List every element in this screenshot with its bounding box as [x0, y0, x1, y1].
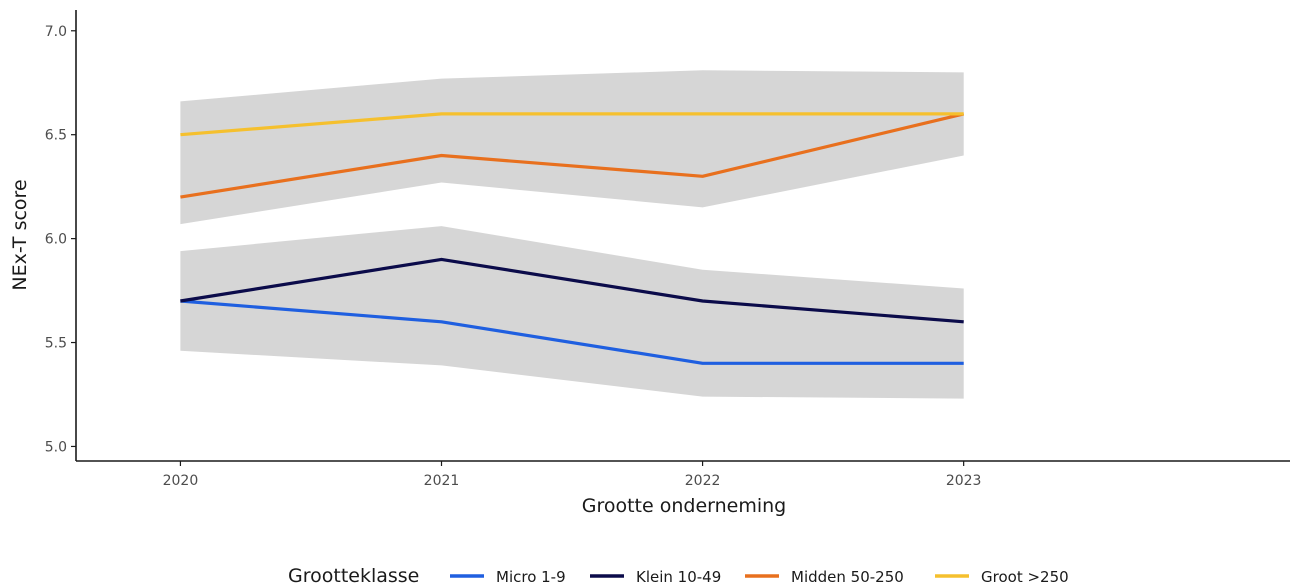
confidence-bands [180, 70, 964, 399]
legend-label-2: Klein 10-49 [636, 568, 721, 586]
y-tick-label: 5.0 [45, 439, 67, 455]
legend: Grootteklasse Micro 1-9 Klein 10-49 Midden… [288, 565, 1069, 587]
y-axis-title: NEx-T score [9, 179, 31, 290]
series-line-2 [180, 257, 964, 324]
series-line-3 [180, 112, 965, 199]
y-tick-label: 5.5 [45, 336, 67, 352]
x-tick-label: 2022 [685, 473, 721, 489]
x-ticks: 2020 2021 2022 2023 [163, 461, 982, 489]
axes [75, 10, 1290, 462]
series-lines [180, 112, 965, 365]
legend-label-4: Groot >250 [981, 568, 1069, 586]
y-tick-label: 7.0 [45, 24, 67, 40]
y-tick-label: 6.0 [45, 232, 67, 248]
x-tick-label: 2023 [946, 473, 982, 489]
legend-title: Grootteklasse [288, 565, 419, 587]
legend-label-3: Midden 50-250 [791, 568, 904, 586]
series-line-1 [180, 299, 964, 365]
series-line-4 [180, 112, 964, 137]
y-tick-label: 6.5 [45, 128, 67, 144]
x-tick-label: 2021 [424, 473, 460, 489]
x-axis-title: Grootte onderneming [582, 495, 787, 517]
legend-label-1: Micro 1-9 [496, 568, 566, 586]
confidence-band-2 [180, 70, 964, 225]
y-ticks: 5.0 5.5 6.0 6.5 7.0 [45, 24, 76, 455]
x-tick-label: 2020 [163, 473, 199, 489]
